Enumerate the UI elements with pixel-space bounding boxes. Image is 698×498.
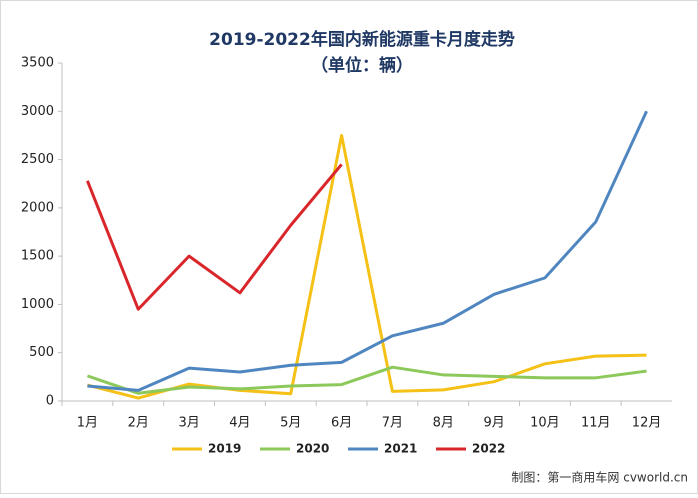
legend-label: 2022 (472, 442, 505, 456)
y-tick-label: 1500 (21, 249, 54, 264)
y-tick-label: 1000 (21, 297, 54, 312)
x-tick-label: 6月 (331, 416, 352, 431)
x-tick-label: 2月 (128, 416, 149, 431)
legend-label: 2021 (384, 442, 417, 456)
series-line (86, 365, 647, 395)
x-tick-label: 10月 (530, 416, 560, 431)
x-tick-label: 8月 (433, 416, 454, 431)
legend-label: 2019 (208, 442, 241, 456)
chart-subtitle: （单位：辆） (311, 55, 413, 76)
x-tick-label: 3月 (178, 416, 199, 431)
series-line (86, 163, 343, 311)
source-note: 制图：第一商用车网 cvworld.cn (511, 470, 688, 485)
x-tick-label: 11月 (581, 416, 611, 431)
series-line (87, 133, 647, 400)
series-line (87, 110, 648, 392)
x-tick-label: 9月 (483, 416, 504, 431)
x-tick-label: 5月 (280, 416, 301, 431)
x-tick-label: 4月 (229, 416, 250, 431)
y-tick-label: 3000 (21, 104, 54, 119)
y-tick-label: 500 (29, 345, 54, 360)
x-tick-label: 1月 (77, 416, 98, 431)
chart-title: 2019-2022年国内新能源重卡月度走势 (209, 29, 515, 50)
y-tick-label: 3500 (21, 56, 54, 71)
y-tick-label: 2500 (21, 152, 54, 167)
legend-label: 2020 (296, 442, 329, 456)
x-tick-label: 12月 (632, 416, 662, 431)
y-tick-label: 2000 (21, 200, 54, 215)
y-tick-label: 0 (46, 394, 54, 409)
x-tick-label: 7月 (382, 416, 403, 431)
